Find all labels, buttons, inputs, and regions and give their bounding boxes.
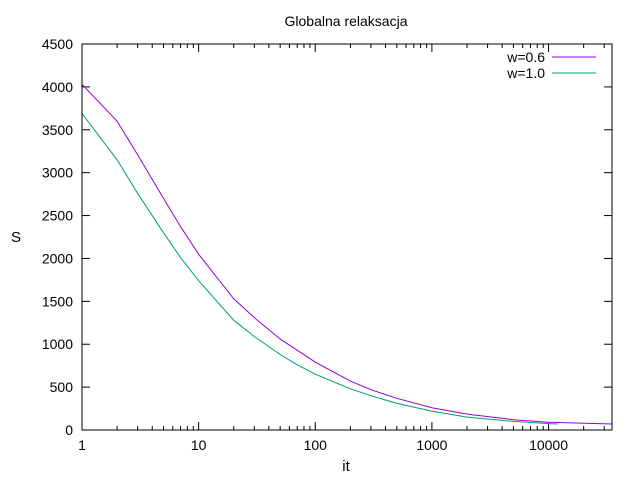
chart-title: Globalna relaksacja bbox=[285, 13, 408, 29]
x-tick-label: 1 bbox=[78, 437, 86, 453]
y-tick-label: 2500 bbox=[42, 208, 73, 224]
series-lines bbox=[81, 83, 613, 425]
legend: w=0.6w=1.0 bbox=[506, 49, 596, 81]
series-line-1 bbox=[81, 83, 613, 425]
x-tick-label: 10 bbox=[191, 437, 207, 453]
axis-tick-labels: 0 500 1000 1500 2000 2500 3000 3500 4000 4500 1 10 1… bbox=[42, 36, 568, 453]
y-tick-label: 500 bbox=[50, 379, 74, 395]
legend-label: w=1.0 bbox=[506, 65, 545, 81]
y-tick-label: 1000 bbox=[42, 336, 73, 352]
series-line-2 bbox=[81, 113, 558, 425]
y-tick-label: 3000 bbox=[42, 165, 73, 181]
legend-label: w=0.6 bbox=[506, 49, 545, 65]
x-tick-label: 100 bbox=[304, 437, 328, 453]
y-tick-label: 3500 bbox=[42, 122, 73, 138]
y-tick-label: 2000 bbox=[42, 250, 73, 266]
y-tick-label: 1500 bbox=[42, 293, 73, 309]
y-tick-label: 0 bbox=[65, 422, 73, 438]
y-axis-label: S bbox=[11, 229, 21, 246]
x-tick-label: 1000 bbox=[416, 437, 447, 453]
x-axis-label: it bbox=[342, 458, 350, 475]
x-tick-label: 10000 bbox=[529, 437, 568, 453]
plot-frame bbox=[81, 43, 613, 431]
y-tick-label: 4000 bbox=[42, 79, 73, 95]
y-tick-label: 4500 bbox=[42, 36, 73, 52]
